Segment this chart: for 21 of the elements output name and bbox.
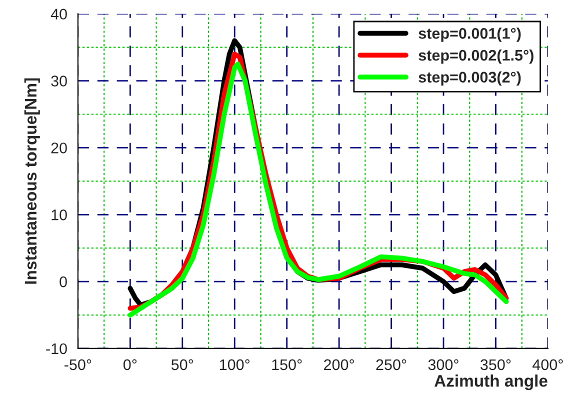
x-tick-label: 150° (272, 359, 302, 370)
x-tick-label: 350° (480, 359, 511, 370)
y-tick-label: 0 (60, 276, 67, 288)
x-tick-label: 400° (532, 359, 563, 370)
y-tick-label: -10 (46, 343, 67, 354)
x-tick-label: -50° (64, 359, 92, 370)
y-tick-label: 20 (51, 142, 67, 154)
legend-label: step=0.003(2°) (418, 71, 521, 86)
legend-label: step=0.001(1°) (418, 28, 521, 42)
x-tick-label: 250° (376, 359, 406, 370)
y-tick-label: 30 (51, 76, 67, 86)
y-tick-label: 40 (50, 8, 67, 20)
x-tick-label: 200° (324, 359, 354, 370)
x-tick-label: 50° (171, 359, 194, 370)
y-axis-title: Instantaneous torque[Nm] (24, 78, 40, 284)
x-tick-label: 0° (123, 359, 137, 370)
x-tick-label: 100° (220, 359, 250, 370)
x-tick-label: 300° (428, 359, 458, 370)
x-axis-title: Azimuth angle (434, 374, 548, 390)
legend-label: step=0.002(1.5°) (418, 49, 534, 64)
y-tick-label: 10 (52, 210, 67, 220)
